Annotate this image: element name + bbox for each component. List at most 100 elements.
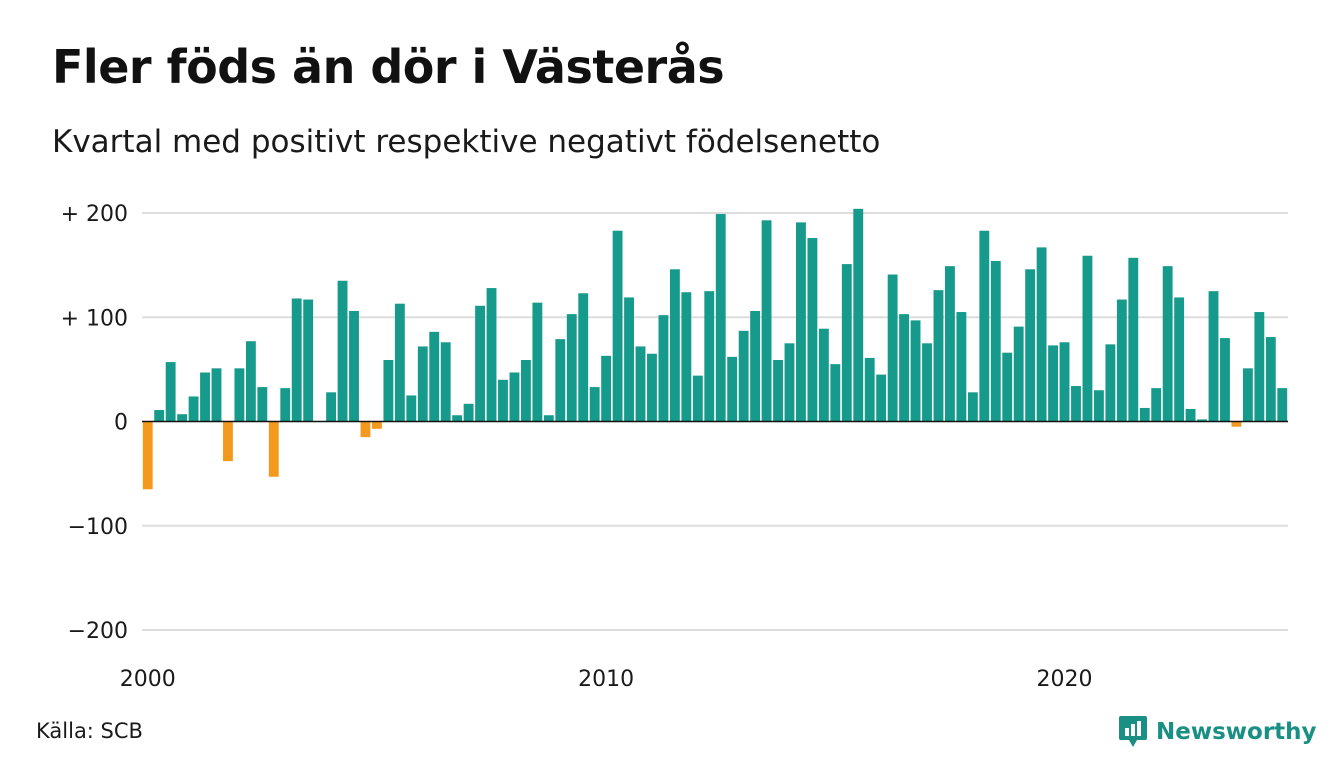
bar: [509, 372, 520, 422]
bar: [945, 266, 955, 422]
bar: [967, 392, 978, 422]
bar: [566, 314, 577, 422]
bar: [1208, 291, 1219, 422]
bar: [1105, 344, 1116, 422]
bar: [578, 293, 589, 422]
bar: [417, 346, 428, 422]
bar: [475, 305, 485, 422]
bar: [394, 303, 405, 422]
bar: [1002, 352, 1013, 422]
page-subtitle: Kvartal med positivt respektive negativt…: [52, 124, 881, 160]
bar: [406, 395, 417, 422]
y-tick-label: 0: [114, 411, 128, 436]
bar: [1071, 386, 1081, 422]
gridlines: [142, 212, 1288, 631]
bar: [887, 274, 898, 422]
bar: [635, 346, 646, 422]
bar: [555, 339, 566, 422]
bar: [154, 410, 165, 422]
y-tick-label: + 100: [61, 306, 128, 331]
bar: [1025, 269, 1036, 422]
bar: [807, 238, 818, 422]
bar: [647, 353, 657, 422]
bar: [704, 291, 715, 422]
bar: [326, 392, 337, 422]
bar: [899, 314, 910, 422]
bar: [1036, 247, 1047, 422]
bar: [796, 222, 806, 422]
bar: [750, 310, 761, 422]
bar: [1139, 407, 1150, 422]
y-tick-label: + 200: [61, 202, 128, 227]
bar: [864, 357, 875, 422]
bar: [761, 220, 772, 422]
bar: [1242, 368, 1253, 422]
bar: [681, 292, 692, 422]
bar: [979, 230, 990, 422]
x-tick-label: 2020: [1037, 667, 1093, 692]
bar: [1254, 312, 1265, 422]
bar: [1174, 297, 1185, 422]
bar: [372, 421, 382, 429]
bar: [1116, 299, 1127, 422]
bar: [142, 421, 153, 490]
bar: [1151, 388, 1162, 422]
bar: [520, 359, 531, 422]
bar: [1093, 390, 1104, 422]
bar: [429, 331, 440, 422]
bar: [818, 328, 829, 422]
bar: [830, 364, 841, 422]
bar: [692, 375, 703, 422]
bar: [922, 343, 932, 422]
bar: [211, 368, 222, 422]
bar: [532, 302, 543, 422]
bar-chart: + 200 + 100 0 −100 −200 2000 2010 2020: [61, 202, 1288, 692]
bar: [658, 315, 669, 422]
bar: [773, 359, 783, 422]
bar: [234, 368, 245, 422]
y-axis-labels: + 200 + 100 0 −100 −200: [61, 202, 128, 644]
bar: [498, 379, 508, 422]
y-tick-label: −200: [68, 619, 128, 644]
bar: [612, 230, 623, 422]
bar: [1013, 326, 1024, 422]
bar: [463, 403, 474, 422]
bar: [956, 312, 967, 422]
source-note: Källa: SCB: [36, 719, 143, 743]
bar: [1048, 345, 1058, 422]
brand-logo: Newsworthy: [1118, 714, 1317, 750]
bar: [177, 414, 188, 422]
x-axis-labels: 2000 2010 2020: [120, 667, 1093, 692]
bar: [223, 421, 233, 462]
bar: [841, 264, 852, 422]
bar: [624, 297, 634, 422]
bar: [1082, 255, 1093, 422]
y-tick-label: −100: [68, 515, 128, 540]
bar: [910, 320, 921, 422]
brand-name: Newsworthy: [1156, 719, 1317, 745]
bar: [291, 298, 302, 422]
bar: [543, 415, 554, 422]
bar: [933, 290, 944, 422]
bar: [200, 372, 210, 422]
bar: [1059, 342, 1070, 422]
bar: [853, 208, 864, 422]
bar: [337, 280, 348, 422]
bars: [142, 208, 1288, 490]
bar: [1162, 266, 1173, 422]
bar: [669, 269, 680, 422]
x-tick-label: 2000: [120, 667, 176, 692]
bar: [245, 341, 256, 422]
bar: [727, 356, 738, 422]
bar: [876, 374, 887, 422]
bar: [784, 343, 795, 422]
bar: [1265, 337, 1276, 422]
bar: [303, 299, 314, 422]
page-title: Fler föds än dör i Västerås: [52, 40, 725, 94]
bar: [280, 388, 291, 422]
bar: [486, 288, 497, 422]
bar: [1220, 338, 1230, 422]
bar: [1185, 408, 1196, 422]
bar: [383, 359, 394, 422]
bar: [268, 421, 279, 477]
